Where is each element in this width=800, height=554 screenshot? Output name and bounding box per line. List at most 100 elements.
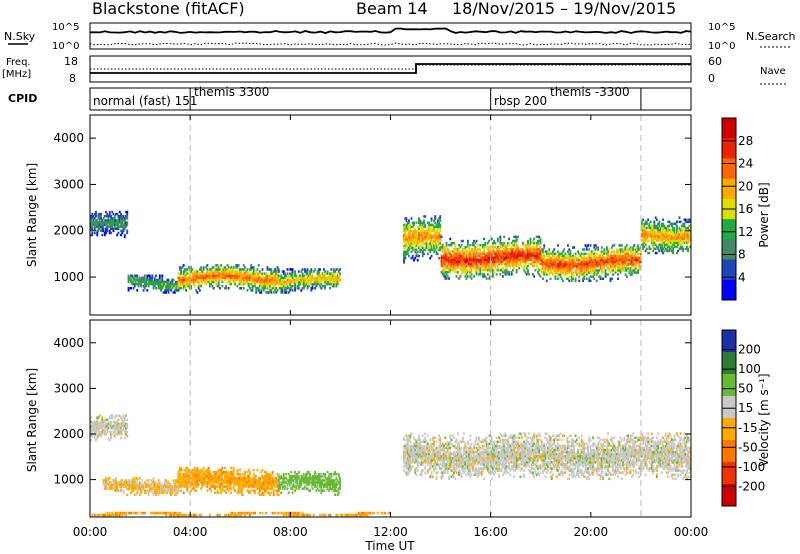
echo-cell: [222, 489, 225, 492]
echo-cell: [630, 254, 633, 258]
echo-cell: [480, 256, 483, 259]
echo-cell: [542, 271, 544, 274]
echo-cell: [97, 221, 100, 224]
echo-cell: [235, 483, 238, 486]
echo-cell: [583, 256, 586, 260]
echo-cell: [163, 481, 166, 484]
echo-cell: [574, 256, 577, 260]
echo-cell: [163, 280, 166, 284]
echo-cell: [185, 483, 188, 486]
echo-cell: [634, 271, 637, 274]
echo-cell: [96, 225, 99, 228]
echo-cell: [494, 266, 497, 270]
echo-cell: [664, 233, 667, 236]
echo-cell: [514, 252, 517, 255]
echo-cell: [483, 237, 486, 241]
echo-cell: [183, 481, 186, 484]
echo-cell: [469, 260, 472, 264]
echo-cell: [405, 244, 408, 247]
echo-cell: [405, 250, 408, 254]
echo-cell: [535, 262, 538, 266]
echo-cell: [485, 264, 488, 268]
echo-cell: [459, 258, 462, 261]
echo-cell: [305, 276, 308, 280]
echo-cell: [475, 246, 478, 249]
echo-cell: [627, 258, 629, 262]
echo-cell: [522, 256, 524, 259]
echo-cell: [197, 475, 200, 478]
echo-cell: [285, 280, 288, 284]
echo-cell: [461, 252, 464, 255]
echo-cell: [466, 241, 469, 245]
echo-cell: [182, 270, 185, 273]
echo-cell: [202, 266, 205, 269]
echo-cell: [533, 256, 536, 259]
echo-cell: [529, 254, 532, 257]
echo-cell: [230, 466, 233, 470]
cpid-panel-frame: [89, 87, 692, 111]
echo-cell: [225, 284, 228, 288]
echo-cell: [280, 276, 283, 280]
echo-cell: [182, 473, 185, 476]
echo-cell: [513, 262, 516, 266]
echo-cell: [683, 228, 686, 232]
echo-cell: [231, 274, 234, 277]
echo-cell: [267, 479, 270, 482]
echo-cell: [250, 268, 253, 271]
echo-cell: [102, 225, 105, 228]
echo-cell: [495, 260, 498, 264]
echo-cell: [300, 276, 303, 280]
echo-cell: [98, 223, 101, 226]
echo-cell: [618, 267, 621, 270]
echo-cell: [196, 291, 199, 294]
echo-cell: [654, 233, 657, 236]
echo-cell: [479, 250, 482, 253]
echo-cell: [256, 481, 259, 484]
echo-cell: [111, 221, 114, 224]
echo-cell: [473, 250, 475, 253]
echo-cell: [315, 282, 318, 286]
echo-cell: [435, 225, 438, 229]
echo-cell: [559, 275, 562, 278]
echo-cell: [125, 432, 127, 436]
echo-cell: [314, 280, 316, 284]
echo-cell: [195, 485, 198, 488]
echo-cell: [214, 278, 216, 282]
echo-cell: [167, 485, 170, 488]
echo-cell: [289, 483, 291, 486]
echo-cell: [429, 256, 432, 260]
echo-cell: [315, 278, 318, 282]
echo-cell: [461, 266, 464, 270]
echo-cell: [277, 282, 280, 286]
echo-cell: [570, 279, 573, 283]
echo-cell: [438, 217, 440, 220]
echo-cell: [419, 246, 422, 249]
echo-cell: [98, 219, 101, 222]
echo-cell: [438, 225, 440, 229]
echo-cell: [310, 289, 313, 292]
echo-cell: [97, 215, 100, 218]
echo-cell: [504, 268, 507, 272]
echo-cell: [140, 278, 142, 282]
echo-cell: [435, 234, 438, 237]
echo-cell: [165, 479, 167, 482]
echo-cell: [277, 489, 280, 492]
echo-cell: [461, 254, 464, 257]
echo-cell: [419, 223, 422, 227]
echo-cell: [271, 473, 274, 476]
echo-cell: [428, 246, 430, 249]
echo-cell: [161, 282, 164, 286]
echo-cell: [196, 280, 199, 284]
echo-cell: [177, 485, 180, 488]
echo-cell: [471, 241, 474, 245]
echo-cell: [615, 248, 618, 251]
echo-cell: [173, 282, 176, 286]
echo-cell: [91, 217, 94, 220]
echo-cell: [120, 489, 122, 492]
echo-cell: [491, 258, 494, 261]
echo-cell: [237, 276, 240, 280]
echo-cell: [408, 221, 410, 224]
echo-cell: [537, 248, 539, 251]
echo-cell: [443, 275, 445, 278]
echo-cell: [668, 233, 671, 236]
